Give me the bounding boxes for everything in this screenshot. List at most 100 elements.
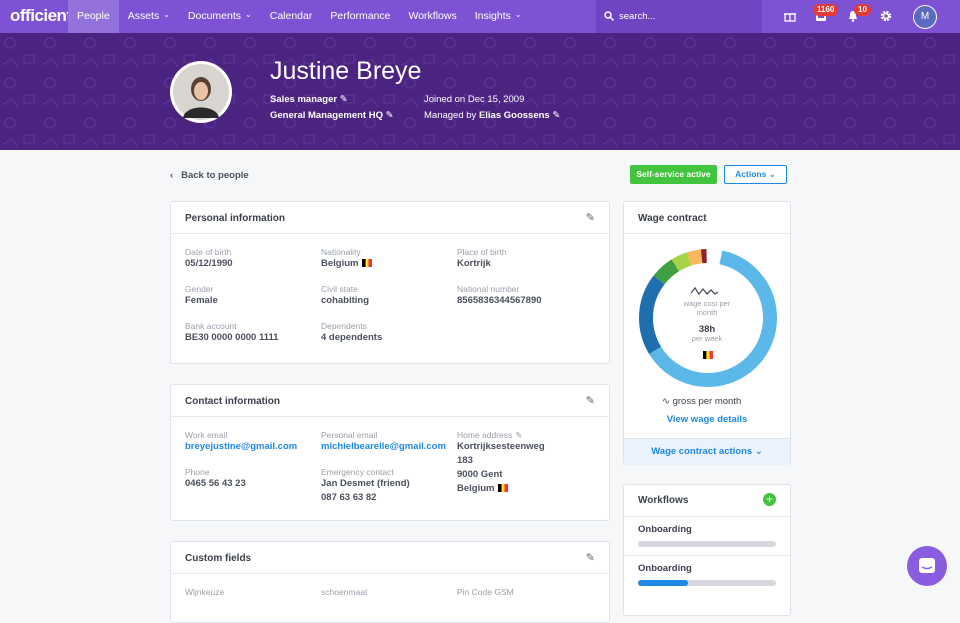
- employee-name: Justine Breye: [270, 57, 422, 85]
- field-label: Dependents: [321, 321, 367, 331]
- divider: [624, 555, 790, 556]
- menu-item[interactable]: Workflows: [399, 0, 465, 33]
- field-value: 05/12/1990: [185, 257, 233, 271]
- search-box[interactable]: search...: [596, 0, 762, 33]
- divider: [171, 233, 609, 234]
- field-label: Place of birth: [457, 247, 507, 257]
- back-text[interactable]: Back to people: [181, 170, 249, 181]
- card-title: Wage contract: [638, 213, 707, 224]
- wage-contract-card: Wage contract wage cost per month 38h pe…: [623, 201, 791, 465]
- field-label: Gender: [185, 284, 214, 294]
- field-label: Personal email: [321, 430, 378, 440]
- field-label: Work email: [185, 430, 228, 440]
- field-value: 8565836344567890: [457, 294, 542, 308]
- field-value: cohabiting: [321, 294, 369, 308]
- field-label: Home address ✎: [457, 430, 523, 440]
- value-text[interactable]: breyejustine@gmail.com: [185, 441, 298, 452]
- top-nav: officient People Assets ⌄ Documents ⌄ Calenda…: [0, 0, 960, 33]
- menu-item[interactable]: Insights ⌄: [466, 0, 531, 33]
- field-value: Kortrijksesteenweg 183 9000 Gent Belgium: [457, 440, 545, 496]
- logo[interactable]: officient: [10, 6, 72, 25]
- bell-badge: 10: [854, 4, 871, 16]
- gross-label: gross per month: [672, 396, 742, 407]
- value-text[interactable]: michielbearelle@gmail.com: [321, 441, 446, 452]
- caret: ⌄: [245, 10, 252, 19]
- menu-item[interactable]: Documents ⌄: [179, 0, 261, 33]
- edit-icon[interactable]: ✎: [585, 212, 595, 224]
- field-value: Kortrijk: [457, 257, 491, 271]
- manager-prefix: Managed by: [424, 110, 477, 121]
- actions-text[interactable]: Actions: [735, 169, 767, 179]
- hours: 38h: [698, 324, 716, 335]
- role: Sales manager ✎: [270, 94, 348, 105]
- progress-fill: [638, 580, 688, 586]
- edit-icon[interactable]: ✎: [515, 430, 523, 440]
- menu-label[interactable]: Documents: [187, 10, 242, 22]
- field-label: Phone: [185, 467, 210, 477]
- wage-cost-label: wage cost per month: [683, 299, 731, 317]
- settings-icon[interactable]: [880, 10, 892, 22]
- actions-button[interactable]: Actions ⌄: [724, 165, 787, 184]
- gross-line: ∿ gross per month: [662, 396, 742, 407]
- profile-banner: Justine Breye Sales manager ✎ General Ma…: [0, 33, 960, 150]
- edit-icon[interactable]: ✎: [585, 552, 595, 564]
- value-text: BE30 0000 0000 1111: [185, 332, 279, 343]
- search-placeholder: search...: [619, 11, 656, 22]
- view-wage-link[interactable]: View wage details: [666, 414, 748, 425]
- menu-label[interactable]: Calendar: [269, 10, 313, 22]
- card-title: Contact information: [185, 396, 280, 407]
- department: General Management HQ ✎: [270, 110, 394, 121]
- hours-label: per week: [691, 334, 723, 343]
- search-icon: [604, 11, 614, 21]
- workflow-name[interactable]: Onboarding: [638, 524, 692, 535]
- menu-label[interactable]: Insights: [474, 10, 511, 22]
- workflow-name[interactable]: Onboarding: [638, 563, 692, 574]
- value-text: 05/12/1990: [185, 258, 233, 269]
- field-value: Belgium: [321, 257, 373, 271]
- field-label: Pin Code GSM: [457, 587, 514, 597]
- menu-label[interactable]: Workflows: [408, 10, 457, 22]
- field-label: Wijnkeuze: [185, 587, 225, 597]
- card-title: Workflows: [638, 495, 689, 506]
- value-text: 0465 56 43 23: [185, 478, 246, 489]
- menu-label[interactable]: Performance: [330, 10, 391, 22]
- value-line: 183: [457, 455, 473, 466]
- value-text: 8565836344567890: [457, 295, 542, 306]
- department-text: General Management HQ: [270, 110, 383, 121]
- workflow-progress: [638, 580, 776, 586]
- menu-label[interactable]: Assets: [127, 10, 160, 22]
- field-value: BE30 0000 0000 1111: [185, 331, 279, 345]
- divider: [624, 233, 790, 234]
- value-text: Kortrijk: [457, 258, 491, 269]
- field-value: michielbearelle@gmail.com: [321, 440, 446, 454]
- value-line: Belgium: [457, 482, 545, 496]
- gift-icon[interactable]: [784, 10, 796, 22]
- menu-item[interactable]: Assets ⌄: [119, 0, 179, 33]
- menu-item[interactable]: Performance: [321, 0, 399, 33]
- manager-name[interactable]: Elias Goossens: [478, 110, 550, 121]
- self-service-button[interactable]: Self-service active: [630, 165, 717, 184]
- value-line: 9000 Gent: [457, 469, 503, 480]
- edit-icon[interactable]: ✎: [585, 395, 595, 407]
- value-line: 087 63 63 82: [321, 492, 377, 503]
- menu-item[interactable]: People: [68, 0, 119, 33]
- back-link[interactable]: ‹ Back to people: [170, 170, 249, 181]
- field-label: National number: [457, 284, 520, 294]
- menu-label[interactable]: People: [77, 10, 110, 22]
- personal-info-card: Personal information ✎ Date of birth 05/12/…: [170, 201, 610, 364]
- user-avatar[interactable]: M: [913, 5, 937, 29]
- value-text: Belgium: [321, 258, 373, 269]
- field-value: 0465 56 43 23: [185, 477, 246, 491]
- custom-fields-card: Custom fields ✎ Wijnkeuze schoenmaat Pin Cod…: [170, 541, 610, 623]
- menu: People Assets ⌄ Documents ⌄ Calendar Performan…: [68, 0, 531, 33]
- field-label: Emergency contact: [321, 467, 394, 477]
- profile-photo: [170, 61, 232, 123]
- inbox-badge: 1160: [813, 4, 839, 16]
- workflows-card: Workflows + Onboarding Onboarding: [623, 484, 791, 616]
- menu-item[interactable]: Calendar: [261, 0, 322, 33]
- wage-actions[interactable]: Wage contract actions ⌄: [624, 438, 790, 465]
- chat-launcher[interactable]: [907, 546, 947, 586]
- flag: [498, 484, 509, 492]
- add-workflow[interactable]: +: [763, 493, 776, 506]
- wage-actions-text[interactable]: Wage contract actions: [651, 446, 753, 457]
